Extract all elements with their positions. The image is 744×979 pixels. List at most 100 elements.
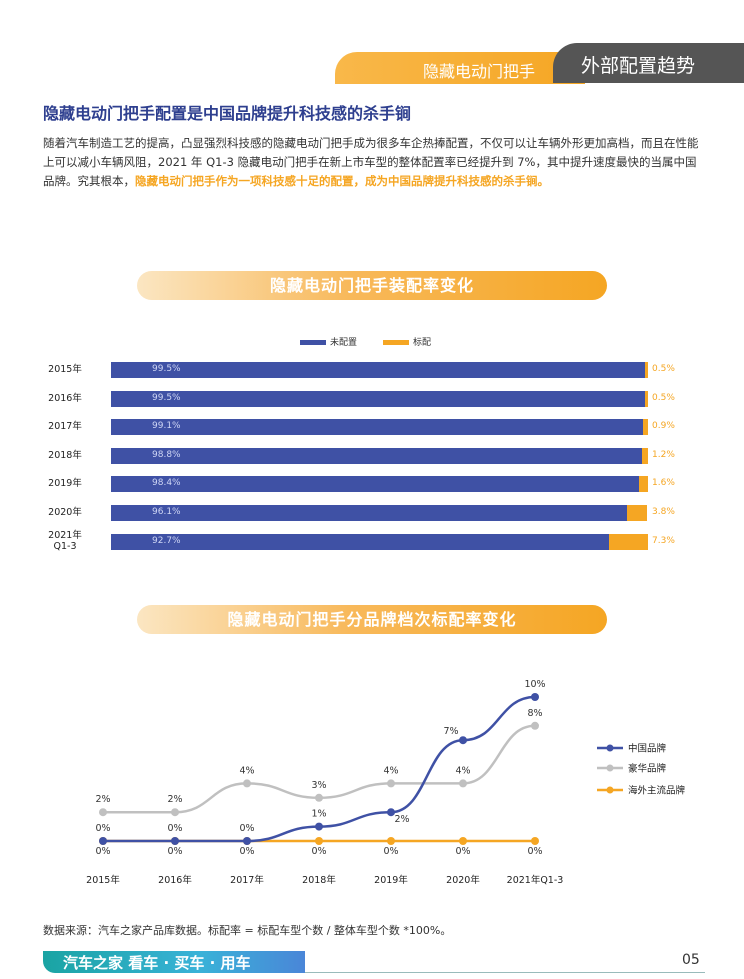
bar-row: 98.8%	[111, 447, 648, 464]
line-point	[459, 779, 467, 788]
page-number: 05	[682, 952, 700, 968]
intro-text: 随着汽车制造工艺的提高，凸显强烈科技感的隐藏电动门把手成为很多车企热捧配置，不仅…	[43, 136, 699, 188]
line-point	[531, 837, 539, 845]
bar-segment-standard	[645, 362, 648, 378]
line-x-tick-label: 2021年Q1-3	[507, 874, 564, 886]
bar-segment-standard	[641, 447, 648, 464]
intro-paragraph: 随着汽车制造工艺的提高，凸显强烈科技感的隐藏电动门把手成为很多车企热捧配置，不仅…	[43, 134, 703, 191]
line-point	[99, 808, 107, 817]
line-value-label: 7%	[443, 726, 458, 737]
header-tag: 外部配置趋势	[553, 43, 744, 83]
line-point	[315, 793, 323, 802]
bar-value-label-unconfigured: 96.1%	[152, 507, 181, 517]
line-point	[171, 837, 179, 845]
bar-row: 99.5%	[111, 390, 648, 407]
bar-segment-standard	[639, 476, 648, 493]
bar-segment-unconfigured	[111, 362, 646, 378]
line-value-label: 0%	[95, 846, 110, 857]
bar-category-label: 2021年 Q1-3	[48, 529, 82, 552]
bar-segment-standard	[608, 533, 648, 550]
line-x-tick-label: 2018年	[302, 874, 336, 886]
bar-value-label-standard: 0.5%	[652, 364, 675, 374]
line-x-tick-label: 2020年	[446, 874, 480, 886]
line-value-label: 2%	[167, 794, 182, 805]
bar-segment-unconfigured	[111, 447, 642, 464]
bar-value-label-unconfigured: 99.5%	[152, 392, 181, 403]
line-value-label: 0%	[455, 846, 470, 857]
line-legend-marker	[606, 786, 614, 794]
line-legend-marker	[606, 744, 614, 752]
line-x-tick-label: 2017年	[230, 874, 264, 886]
line-value-label: 4%	[383, 765, 398, 776]
line-point	[171, 808, 179, 817]
header-section-label: 隐藏电动门把手	[422, 62, 535, 81]
bar-category-label: 2017年	[48, 421, 82, 433]
line-legend-label: 海外主流品牌	[628, 785, 686, 797]
bar-value-label-unconfigured: 98.8%	[152, 449, 181, 460]
line-value-label: 0%	[95, 823, 110, 834]
bar-row: 98.4%	[111, 476, 648, 493]
legend-swatch-orange	[383, 340, 410, 345]
line-value-label: 0%	[167, 846, 182, 857]
bar-segment-unconfigured	[111, 533, 609, 550]
bar-segment-unconfigured	[111, 390, 646, 407]
line-point	[243, 837, 251, 845]
bar-row: 99.1%	[111, 419, 648, 436]
header-tag-label: 外部配置趋势	[581, 55, 696, 77]
line-point	[243, 837, 251, 845]
footer-brand-banner: 汽车之家 看车 · 买车 · 用车	[43, 951, 305, 973]
bar-segment-unconfigured	[111, 505, 628, 521]
line-legend-label: 中国品牌	[628, 743, 667, 755]
line-point	[387, 808, 395, 817]
line-value-label: 0%	[383, 846, 398, 857]
line-value-label: 4%	[455, 765, 470, 776]
line-point	[171, 837, 179, 845]
bar-value-label-standard: 1.6%	[652, 478, 675, 489]
line-value-label: 0%	[527, 846, 542, 857]
bar-value-label-unconfigured: 92.7%	[152, 535, 181, 546]
bar-category-label: 2016年	[48, 392, 82, 404]
bar-category-label: 2020年	[48, 507, 82, 518]
bar-segment-unconfigured	[111, 419, 644, 436]
bar-category-label: 2018年	[48, 449, 82, 461]
line-point	[315, 837, 323, 845]
line-point	[387, 779, 395, 788]
source-note: 数据来源：汽车之家产品库数据。标配率 = 标配车型个数 / 整体车型个数 *10…	[43, 924, 452, 937]
legend-label-unconfigured: 未配置	[330, 338, 358, 348]
bar-value-label-standard: 3.8%	[652, 507, 675, 517]
line-point	[387, 837, 395, 845]
line-point	[459, 837, 467, 845]
footer-divider	[305, 972, 705, 973]
line-point	[315, 822, 323, 831]
legend-swatch-blue	[300, 340, 326, 345]
bar-row: 99.5%	[111, 362, 648, 378]
line-x-tick-label: 2019年	[374, 874, 408, 886]
line-chart-title: 隐藏电动门把手分品牌档次标配率变化	[137, 605, 607, 634]
line-point	[459, 736, 467, 745]
bar-category-label: 2019年	[48, 478, 82, 490]
line-value-label: 1%	[311, 809, 326, 820]
line-value-label: 8%	[527, 708, 542, 719]
intro-highlight: 隐藏电动门把手作为一项科技感十足的配置，成为中国品牌提升科技感的杀手锏。	[135, 174, 549, 188]
line-value-label: 2%	[95, 794, 110, 805]
bar-chart-legend: 未配置 标配	[300, 335, 431, 348]
line-value-label: 3%	[311, 780, 326, 791]
line-value-label: 0%	[239, 823, 254, 834]
line-value-label: 4%	[239, 765, 254, 776]
line-x-tick-label: 2016年	[158, 874, 192, 886]
header-section-tab: 隐藏电动门把手	[335, 52, 585, 84]
bar-value-label-unconfigured: 99.1%	[152, 421, 181, 432]
line-x-tick-label: 2015年	[86, 874, 120, 886]
line-value-label: 0%	[167, 823, 182, 834]
bar-value-label-standard: 0.9%	[652, 421, 675, 432]
bar-row: 92.7%	[111, 533, 648, 550]
line-point	[243, 779, 251, 788]
bar-chart-title: 隐藏电动门把手装配率变化	[137, 271, 607, 300]
line-value-label: 2%	[394, 814, 409, 825]
line-point	[99, 837, 107, 845]
line-point	[531, 721, 539, 730]
bar-category-label: 2015年	[48, 364, 82, 375]
line-legend-marker	[606, 764, 614, 772]
bar-row: 96.1%	[111, 505, 648, 521]
page-title: 隐藏电动门把手配置是中国品牌提升科技感的杀手锏	[43, 104, 412, 123]
